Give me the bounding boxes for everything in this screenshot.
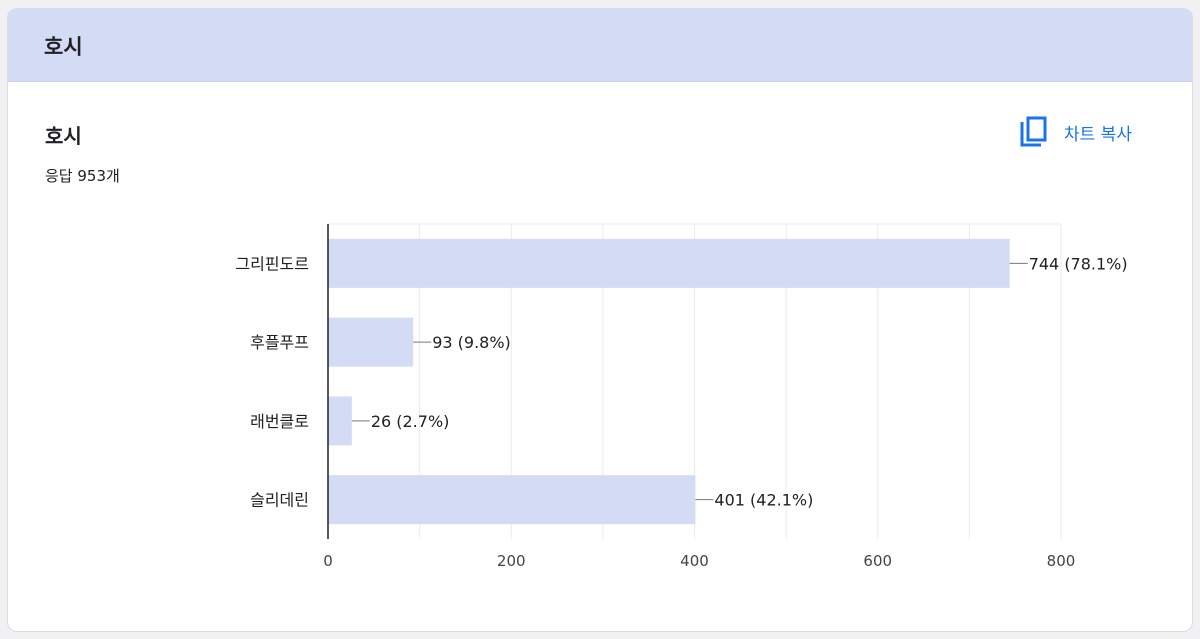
copy-icon (1020, 116, 1047, 147)
section-title: 호시 (44, 35, 83, 59)
section-header: 호시 (8, 9, 1192, 82)
x-tick-label: 600 (863, 552, 892, 570)
bar (328, 317, 414, 367)
copy-chart-button[interactable]: 차트 복사 (1020, 112, 1132, 152)
chart-card: 호시 호시 응답 953개 차트 복사 0 200 400 600 800 그리핀도르 74… (7, 8, 1193, 632)
category-label: 후플푸프 (250, 333, 309, 352)
x-tick-label: 400 (680, 552, 709, 570)
bar (328, 238, 1010, 288)
chart-title: 호시 (45, 124, 82, 148)
x-tick-label: 800 (1047, 552, 1076, 570)
data-label: 401 (42.1%) (714, 491, 813, 510)
bar (328, 396, 352, 446)
copy-chart-label: 차트 복사 (1064, 124, 1132, 145)
category-label: 래번클로 (250, 412, 309, 431)
bar-chart: 0 200 400 600 800 그리핀도르 744 (78.1%) 후플푸프 93 (9.8… (235, 223, 1128, 570)
category-label: 슬리데린 (250, 491, 309, 510)
bar (328, 475, 696, 525)
x-tick-label: 0 (323, 552, 333, 570)
data-label: 744 (78.1%) (1029, 254, 1128, 273)
category-label: 그리핀도르 (235, 254, 309, 273)
data-label: 93 (9.8%) (432, 333, 511, 352)
response-count: 응답 953개 (45, 167, 120, 185)
x-tick-label: 200 (497, 552, 526, 570)
data-label: 26 (2.7%) (371, 412, 450, 431)
